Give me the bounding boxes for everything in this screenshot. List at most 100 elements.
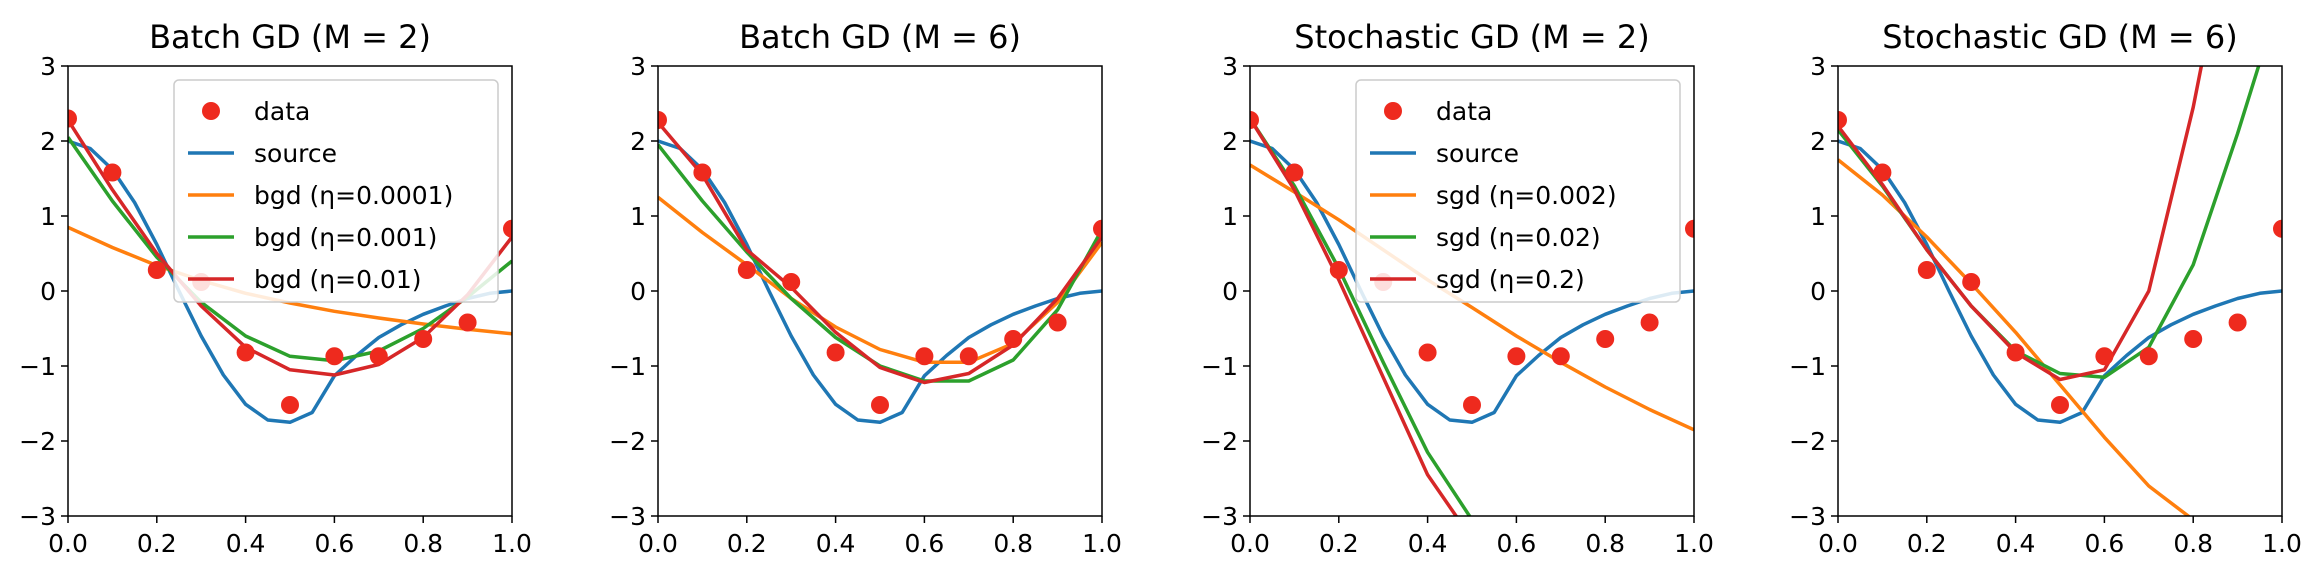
y-tick-label: −3 <box>1201 502 1238 531</box>
y-tick-label: −1 <box>19 352 56 381</box>
series-line-2 <box>1838 158 2192 516</box>
data-point <box>103 163 122 182</box>
x-tick-label: 0.4 <box>1408 529 1448 558</box>
data-point <box>2095 347 2114 366</box>
legend-label: sgd (η=0.02) <box>1436 223 1601 252</box>
y-tick-label: 0 <box>1222 277 1238 306</box>
legend-label: source <box>1436 139 1519 168</box>
y-tick-label: −2 <box>1201 427 1238 456</box>
x-tick-label: 0.0 <box>48 529 88 558</box>
x-tick-label: 0.8 <box>993 529 1033 558</box>
legend-label: sgd (η=0.002) <box>1436 181 1617 210</box>
data-point <box>1093 219 1102 238</box>
data-point <box>1917 261 1936 279</box>
y-tick-label: 0 <box>630 277 646 306</box>
data-point <box>458 313 477 332</box>
data-point <box>826 343 845 362</box>
y-tick-label: 1 <box>40 202 56 231</box>
data-point <box>2139 347 2158 366</box>
series-line-1 <box>658 139 1102 425</box>
x-tick-label: 0.4 <box>1996 529 2036 558</box>
series-line-1 <box>1838 139 2282 425</box>
x-tick-label: 0.6 <box>905 529 945 558</box>
data-point <box>1962 273 1981 291</box>
x-tick-label: 1.0 <box>1082 529 1122 558</box>
data-point <box>2228 313 2247 332</box>
series-line-2 <box>1250 163 1694 432</box>
chart-panel-1: Batch GD (M = 2) 0.0 0.2 0.4 0.6 0.8 1.0 3 2 1 0 −1… <box>19 18 532 558</box>
plot-area <box>658 111 1102 425</box>
data-point <box>915 347 934 366</box>
legend: data source sgd (η=0.002) sgd (η=0.02) sgd (… <box>1355 79 1681 303</box>
x-tick-label: 0.2 <box>1907 529 1947 558</box>
series-line-4 <box>1250 117 1459 516</box>
data-point <box>236 343 255 362</box>
data-point <box>1048 313 1067 332</box>
x-tick-label: 1.0 <box>2262 529 2302 558</box>
series-line-4 <box>1838 66 2204 382</box>
data-point <box>1329 261 1348 279</box>
series-line-3 <box>658 143 1102 383</box>
data-point <box>1838 111 1847 129</box>
y-tick-label: −1 <box>609 352 646 381</box>
y-tick-label: 2 <box>1222 127 1238 156</box>
x-tick-label: 0.8 <box>2173 529 2213 558</box>
x-tick-label: 0.6 <box>315 529 355 558</box>
y-tick-label: −1 <box>1789 352 1826 381</box>
x-tick-label: 0.8 <box>403 529 443 558</box>
data-point <box>693 163 712 182</box>
chart-title: Batch GD (M = 2) <box>149 18 431 56</box>
legend-marker <box>1384 102 1402 120</box>
y-tick-label: 2 <box>40 127 56 156</box>
data-point <box>2051 396 2069 414</box>
data-point <box>871 396 889 414</box>
series-line-4 <box>658 121 1102 385</box>
data-point <box>2184 330 2203 348</box>
chart-title: Stochastic GD (M = 2) <box>1294 18 1650 56</box>
data-point <box>658 111 667 129</box>
chart-title: Stochastic GD (M = 6) <box>1882 18 2238 56</box>
y-tick-label: 3 <box>1810 52 1826 81</box>
legend-label: bgd (η=0.01) <box>254 265 422 294</box>
data-point <box>1507 347 1526 366</box>
y-tick-label: 0 <box>1810 277 1826 306</box>
x-tick-label: 0.4 <box>816 529 856 558</box>
data-point <box>1418 343 1437 362</box>
data-point <box>1250 111 1259 129</box>
x-tick-label: 0.0 <box>638 529 678 558</box>
legend-box <box>173 79 499 303</box>
x-tick-label: 0.0 <box>1818 529 1858 558</box>
legend-box <box>1355 79 1681 303</box>
y-tick-label: 3 <box>40 52 56 81</box>
x-tick-label: 0.4 <box>226 529 266 558</box>
y-tick-label: −3 <box>19 502 56 531</box>
x-tick-label: 0.2 <box>727 529 767 558</box>
legend: data source bgd (η=0.0001) bgd (η=0.001) bgd… <box>173 79 499 303</box>
chart-panel-3: Stochastic GD (M = 2) 0.0 0.2 0.4 0.6 0.8 1.0 3… <box>1201 18 1714 558</box>
data-point <box>1596 330 1615 348</box>
data-point <box>1873 163 1892 182</box>
x-tick-label: 0.2 <box>137 529 177 558</box>
plot-area <box>1838 66 2282 516</box>
y-tick-label: −3 <box>1789 502 1826 531</box>
series-line-3 <box>68 136 512 363</box>
axes-frame <box>657 65 1103 517</box>
legend-marker <box>202 102 220 120</box>
data-point <box>281 396 299 414</box>
plot-area <box>68 109 512 425</box>
data-point <box>325 347 344 366</box>
chart-title: Batch GD (M = 6) <box>739 18 1021 56</box>
data-point <box>147 261 166 279</box>
x-tick-label: 0.6 <box>2085 529 2125 558</box>
data-point <box>782 273 801 291</box>
y-tick-label: 2 <box>1810 127 1826 156</box>
x-tick-label: 1.0 <box>1674 529 1714 558</box>
x-tick-label: 0.8 <box>1585 529 1625 558</box>
data-point <box>1640 313 1659 332</box>
y-tick-label: −2 <box>609 427 646 456</box>
data-point <box>959 347 978 366</box>
chart-panel-4: Stochastic GD (M = 6) 0.0 0.2 0.4 0.6 0.8 1.0 3… <box>1789 18 2302 558</box>
series-line-2 <box>658 195 1102 365</box>
